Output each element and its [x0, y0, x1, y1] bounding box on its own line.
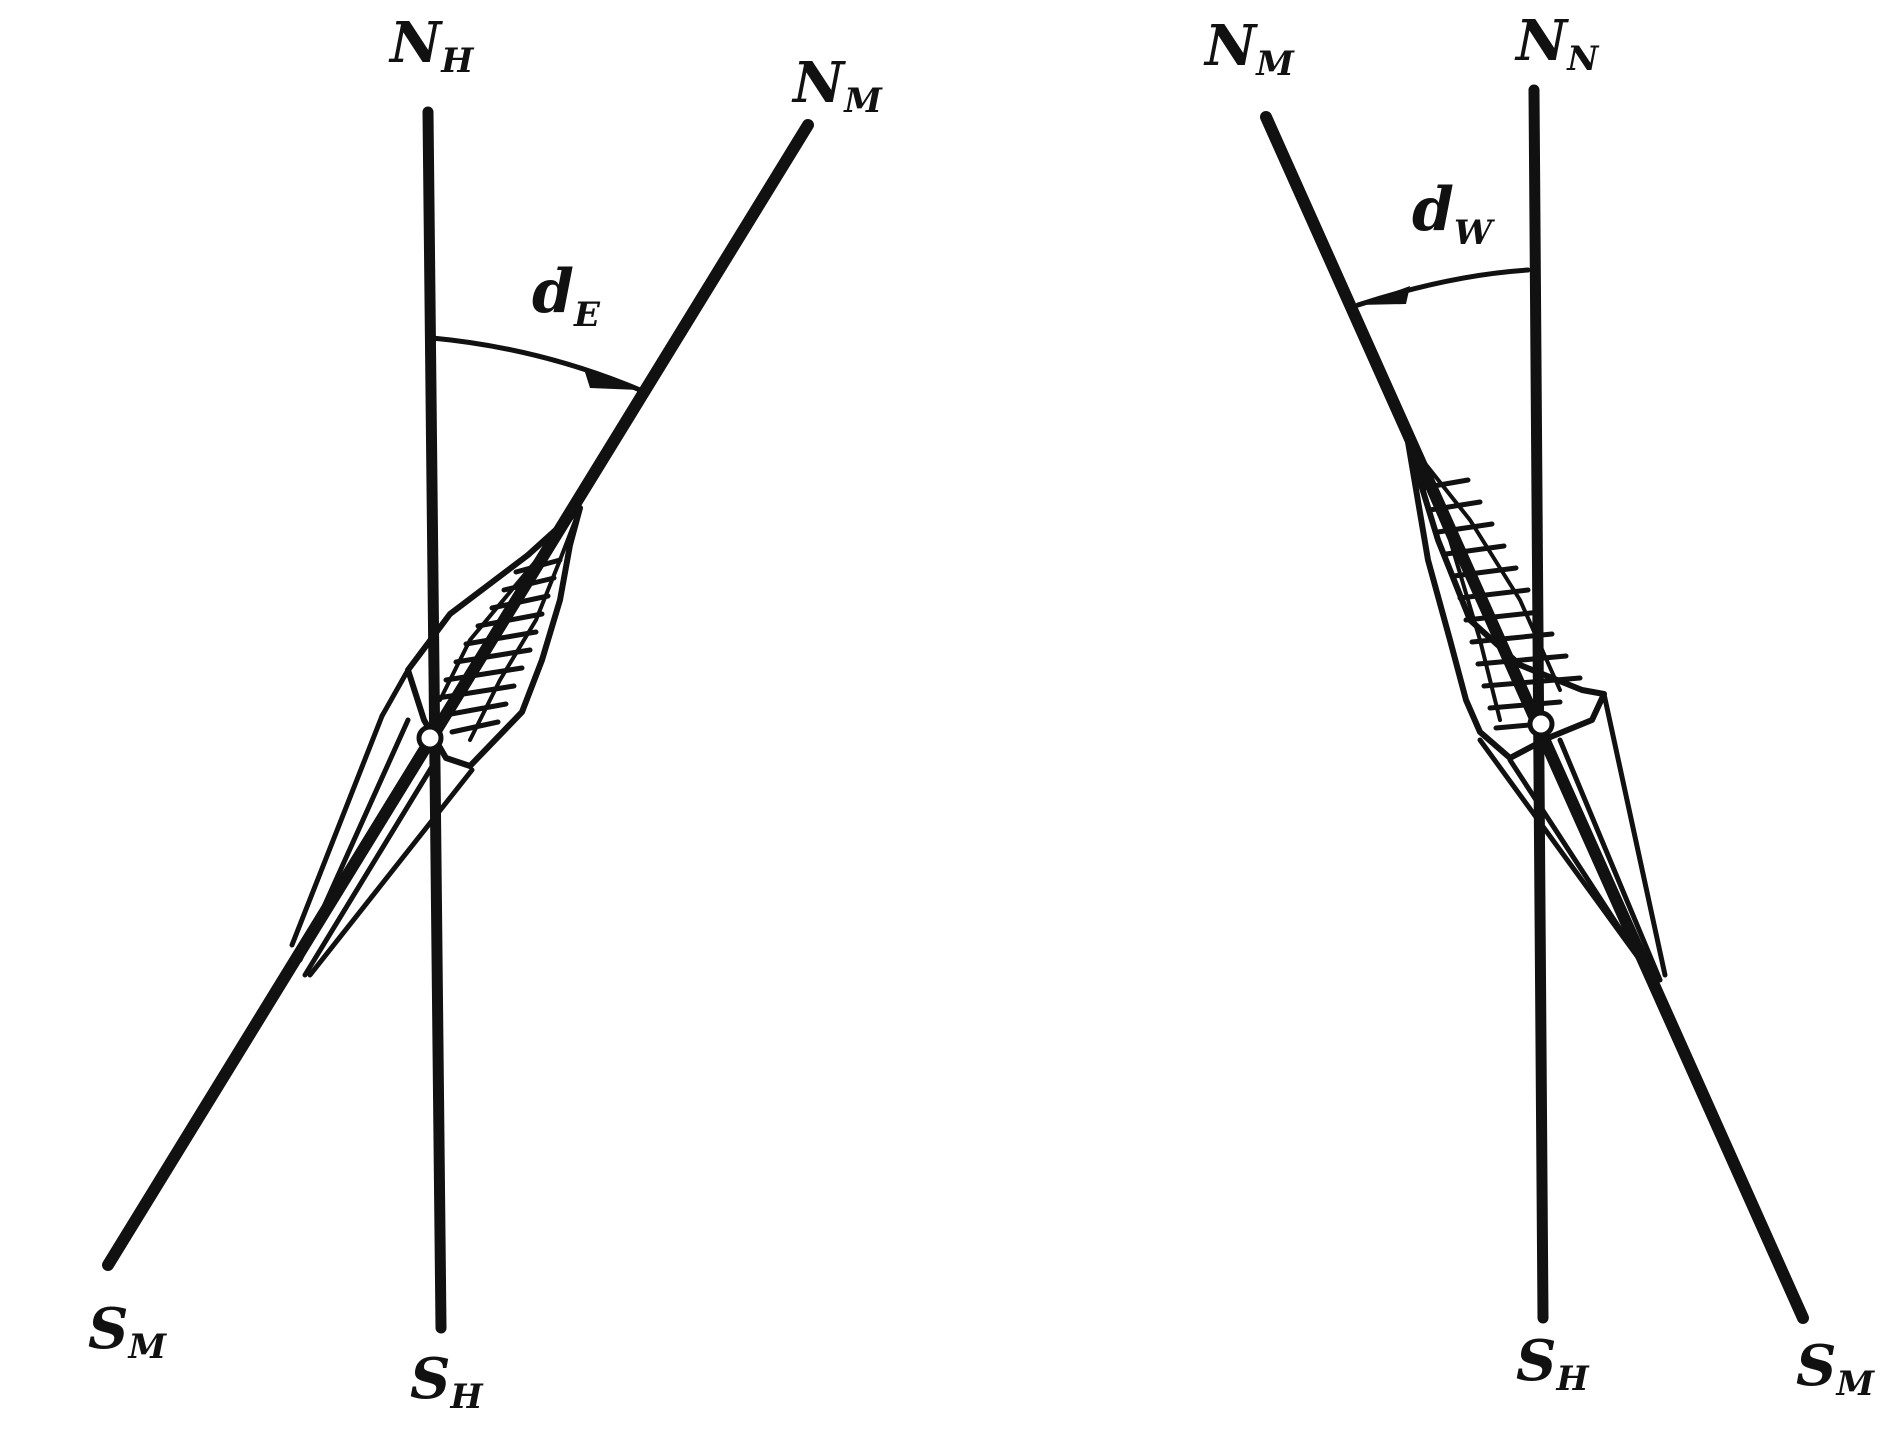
- suspension-wires: [289, 667, 475, 978]
- magnetic-south-label: SM: [1796, 1333, 1875, 1404]
- true-meridian-line: [422, 106, 447, 1334]
- true-south-label: SH: [410, 1346, 484, 1417]
- magnetic-south-label: SM: [88, 1296, 167, 1367]
- declination-label: dW: [1412, 175, 1495, 253]
- compass-needle: [1405, 439, 1607, 761]
- compass-needle: [405, 505, 583, 769]
- declination-label: dE: [532, 257, 601, 335]
- west-declination-diagram: NM NN dW SH SM: [1203, 8, 1875, 1404]
- east-declination-diagram: NH NM dE SM SH: [88, 10, 883, 1417]
- magnetic-north-label: NM: [791, 50, 883, 121]
- declination-arrowhead: [584, 369, 640, 390]
- pivot-point: [416, 724, 444, 752]
- declination-arc: [429, 335, 643, 393]
- suspension-wires: [1477, 691, 1668, 983]
- true-south-label: SH: [1516, 1328, 1590, 1399]
- declination-arrowhead: [1358, 286, 1410, 305]
- true-north-label: NH: [388, 10, 475, 81]
- pivot-point: [1527, 710, 1555, 738]
- magnetic-north-label: NM: [1203, 13, 1295, 84]
- true-north-label: NN: [1514, 8, 1600, 79]
